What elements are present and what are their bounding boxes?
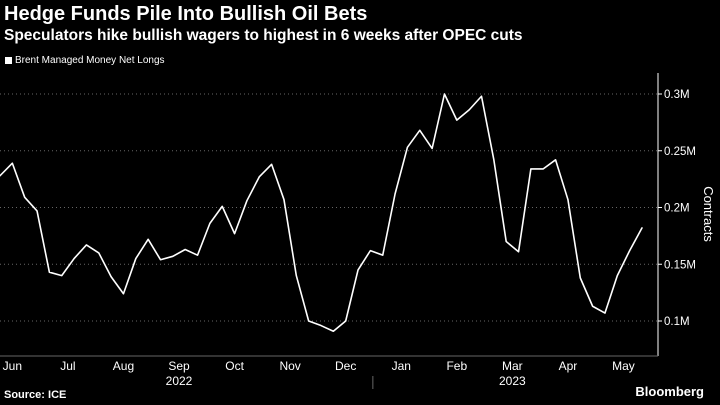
y-tick-label: 0.2M — [664, 203, 690, 215]
y-tick-label: 0.15M — [664, 259, 696, 271]
series-line-brent-net-longs — [0, 93, 643, 333]
chart-subtitle: Speculators hike bullish wagers to highe… — [4, 27, 523, 44]
x-tick-label: Nov — [279, 359, 300, 373]
x-tick-label: Mar — [502, 359, 523, 373]
x-tick-label: Jan — [392, 359, 411, 373]
x-tick-label: Feb — [446, 359, 467, 373]
year-label: 2023 — [499, 374, 526, 388]
x-tick-label: May — [612, 359, 635, 373]
source-note: Source: ICE — [4, 389, 67, 401]
legend-label: Brent Managed Money Net Longs — [15, 55, 165, 66]
grid-layer — [0, 93, 658, 322]
year-label: 2022 — [166, 374, 193, 388]
x-tick-label: Apr — [559, 359, 578, 373]
y-tick-label: 0.1M — [664, 316, 690, 328]
label-layer: 0.1M 0.15M 0.2M 0.25M 0.3M Contracts Jun Jul Aug… — [3, 89, 716, 388]
x-tick-label: Dec — [335, 359, 356, 373]
chart-title: Hedge Funds Pile Into Bullish Oil Bets — [4, 3, 368, 25]
x-tick-label: Jun — [3, 359, 22, 373]
legend: Brent Managed Money Net Longs — [5, 55, 165, 66]
x-tick-label: Aug — [113, 359, 134, 373]
x-tick-label: Jul — [60, 359, 75, 373]
x-tick-label: Oct — [225, 359, 244, 373]
axis-layer — [0, 73, 662, 389]
y-tick-label: 0.25M — [664, 146, 696, 158]
y-axis-title: Contracts — [701, 186, 716, 242]
line-layer — [0, 93, 643, 333]
legend-swatch — [5, 57, 12, 64]
bloomberg-logo: Bloomberg — [635, 384, 704, 399]
x-tick-label: Sep — [168, 359, 190, 373]
y-tick-label: 0.3M — [664, 89, 690, 101]
